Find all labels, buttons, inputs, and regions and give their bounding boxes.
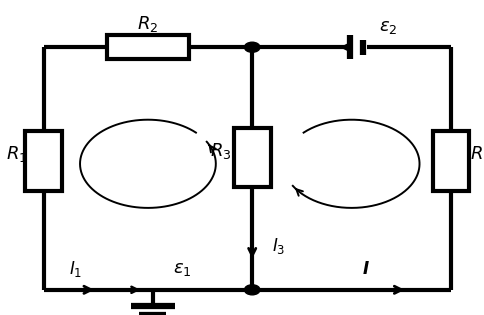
Circle shape (244, 42, 259, 52)
Text: $R_1$: $R_1$ (6, 144, 28, 164)
Text: $\varepsilon_2$: $\varepsilon_2$ (378, 18, 396, 36)
Text: $\boldsymbol{I_3}$: $\boldsymbol{I_3}$ (272, 236, 285, 256)
Text: $\boldsymbol{I_1}$: $\boldsymbol{I_1}$ (68, 259, 82, 279)
Text: $R_2$: $R_2$ (137, 14, 158, 34)
Bar (25, 131, 62, 191)
Text: $R_3$: $R_3$ (210, 141, 231, 161)
Circle shape (244, 285, 259, 295)
Bar (106, 35, 189, 59)
Bar (233, 128, 270, 187)
Text: $\varepsilon_1$: $\varepsilon_1$ (172, 260, 191, 278)
Text: $R$: $R$ (469, 145, 482, 163)
Bar (432, 131, 469, 191)
Text: $\boldsymbol{I}$: $\boldsymbol{I}$ (362, 260, 369, 278)
